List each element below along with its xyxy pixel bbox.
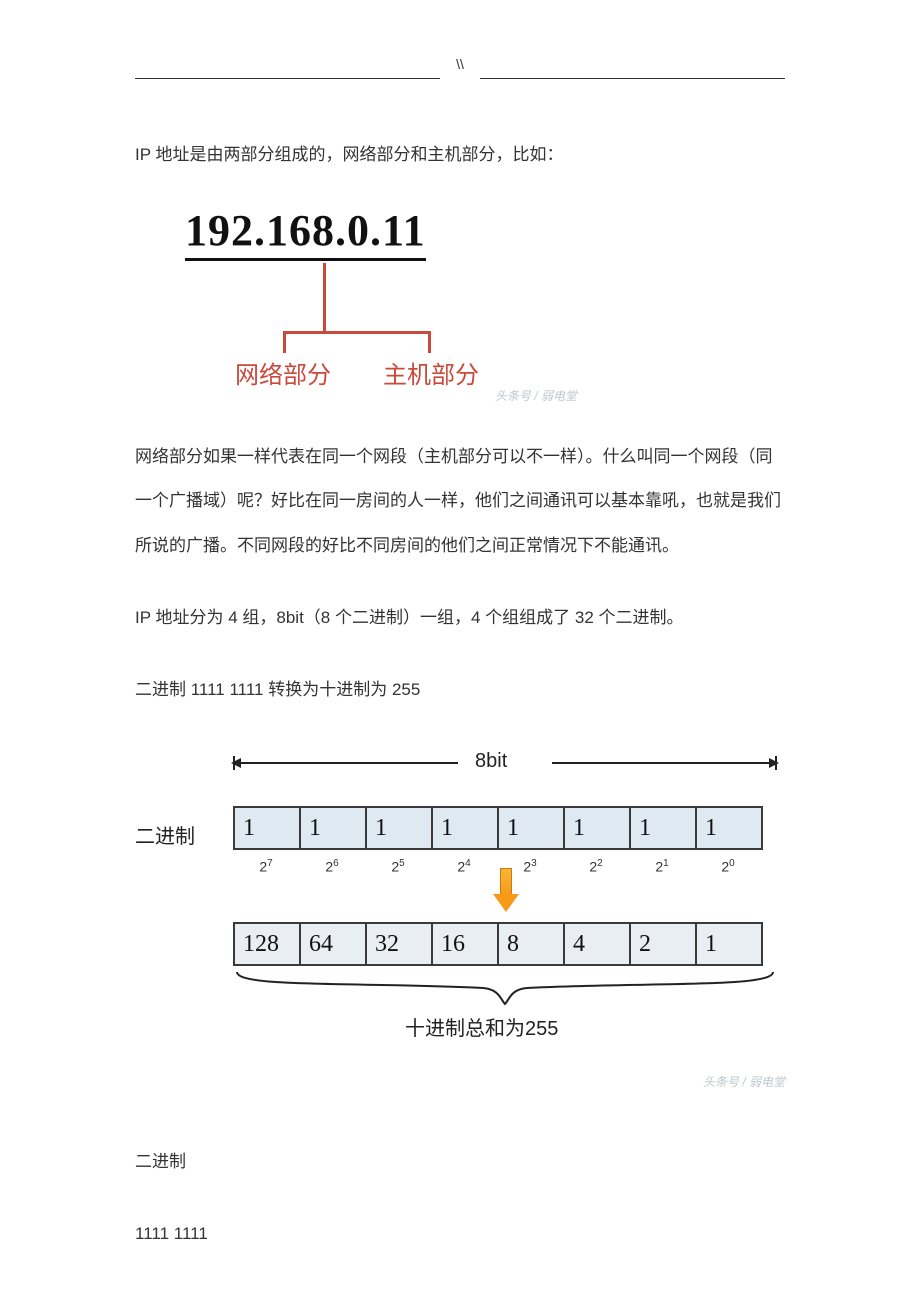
exponent-cell: 21 xyxy=(629,858,695,875)
decimal-cell: 8 xyxy=(497,922,565,966)
header-mark: \\ xyxy=(456,56,464,72)
ip-address-text: 192.168.0.11 xyxy=(185,205,426,261)
binary-cell: 1 xyxy=(629,806,697,850)
connector-down-right xyxy=(428,331,431,353)
binary-cell: 1 xyxy=(233,806,301,850)
decimal-cell: 2 xyxy=(629,922,697,966)
ip-breakdown-figure: 192.168.0.11 网络部分 主机部分 头条号 / 弱电堂 xyxy=(165,205,625,405)
header-rule-right xyxy=(480,78,785,79)
binary-cell: 1 xyxy=(695,806,763,850)
binary-cell: 1 xyxy=(299,806,367,850)
groups-paragraph: IP 地址分为 4 组，8bit（8 个二进制）一组，4 个组组成了 32 个二… xyxy=(135,596,785,640)
exponent-cell: 24 xyxy=(431,858,497,875)
binary-cell: 1 xyxy=(365,806,433,850)
binary-cell: 1 xyxy=(563,806,631,850)
exponent-cell: 26 xyxy=(299,858,365,875)
connector-horizontal xyxy=(283,331,431,334)
intro-paragraph: IP 地址是由两部分组成的，网络部分和主机部分，比如： xyxy=(135,133,785,177)
convert-paragraph: 二进制 1111 1111 转换为十进制为 255 xyxy=(135,668,785,712)
page-content: IP 地址是由两部分组成的，网络部分和主机部分，比如： 192.168.0.11… xyxy=(0,85,920,1257)
decimal-cell: 32 xyxy=(365,922,433,966)
header-rule-left xyxy=(135,78,440,79)
tail-binary-value: 1111 1111 xyxy=(135,1212,785,1256)
connector-down-left xyxy=(283,331,286,353)
segment-paragraph: 网络部分如果一样代表在同一个网段（主机部分可以不一样）。什么叫同一个网段（同一个… xyxy=(135,435,785,568)
decimal-cell: 16 xyxy=(431,922,499,966)
figure1-watermark: 头条号 / 弱电堂 xyxy=(495,387,577,404)
decimal-cell: 4 xyxy=(563,922,631,966)
curly-brace-icon xyxy=(233,970,777,1006)
page-header: \\ xyxy=(0,0,920,85)
label-host-part: 主机部分 xyxy=(383,355,479,390)
decimal-row: 128 64 32 16 8 4 2 1 xyxy=(233,922,761,966)
decimal-cell: 64 xyxy=(299,922,367,966)
decimal-cell: 128 xyxy=(233,922,301,966)
binary-row: 1 1 1 1 1 1 1 1 xyxy=(233,806,761,850)
figure2-watermark: 头条号 / 弱电堂 xyxy=(703,1073,785,1090)
binary-cell: 1 xyxy=(431,806,499,850)
connector-vertical xyxy=(323,263,326,333)
bit-width-ruler xyxy=(233,762,777,763)
down-arrow-icon xyxy=(493,868,519,914)
exponent-cell: 20 xyxy=(695,858,761,875)
binary-decimal-figure: 二进制 8bit 1 1 1 1 1 1 1 1 27 xyxy=(135,740,785,1110)
fig2-side-label: 二进制 xyxy=(135,820,195,849)
decimal-cell: 1 xyxy=(695,922,763,966)
tail-label-binary: 二进制 xyxy=(135,1140,785,1184)
label-network-part: 网络部分 xyxy=(235,355,331,390)
binary-cell: 1 xyxy=(497,806,565,850)
decimal-sum-label: 十进制总和为255 xyxy=(405,1012,558,1041)
exponent-cell: 27 xyxy=(233,858,299,875)
exponent-cell: 22 xyxy=(563,858,629,875)
exponent-cell: 25 xyxy=(365,858,431,875)
